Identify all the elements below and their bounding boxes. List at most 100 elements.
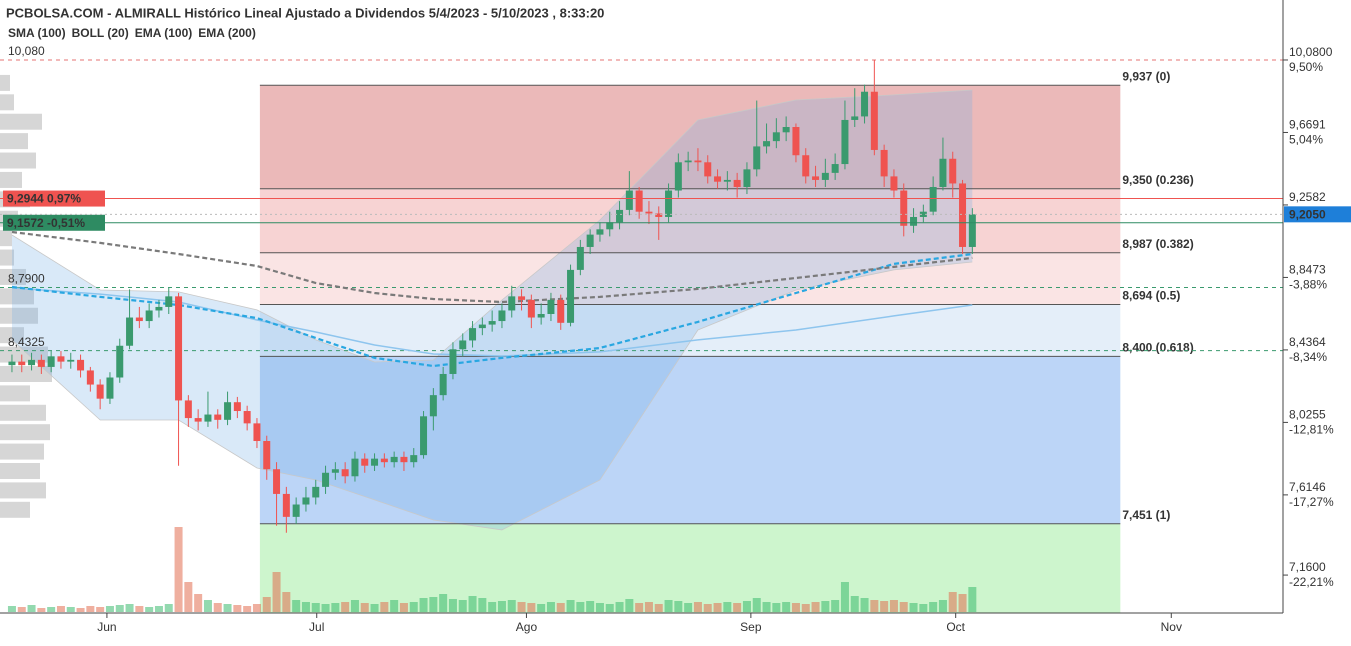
volume-bar [517, 602, 526, 612]
volume-bar [674, 601, 683, 612]
candle-body [841, 119, 849, 165]
fib-zone [259, 188, 1121, 253]
candle-body [968, 214, 976, 247]
volume-bar [860, 598, 869, 612]
legend-entry: SMA (100) [8, 26, 66, 40]
y-tick-label: 8,4364 [1289, 335, 1326, 349]
candle-body [694, 160, 702, 163]
volume-bar [821, 601, 830, 612]
candle-body [155, 306, 163, 311]
candle-body [331, 469, 339, 473]
candle-body [351, 458, 359, 477]
volume-profile-bar [0, 424, 50, 441]
candle-body [233, 402, 241, 412]
volume-bar [684, 603, 693, 612]
candle-body [86, 370, 94, 385]
candle-body [919, 211, 927, 217]
candle-body [224, 402, 232, 420]
candle-body [282, 493, 290, 517]
volume-profile-bar [0, 482, 46, 499]
volume-bar [331, 603, 340, 612]
volume-bar [429, 597, 438, 612]
volume-bar [595, 603, 604, 612]
volume-bar [968, 587, 977, 612]
volume-bar [458, 600, 467, 612]
volume-bar [409, 602, 418, 612]
volume-bar [360, 603, 369, 612]
fib-zone [259, 304, 1121, 357]
candle-body [743, 169, 751, 187]
volume-bar [125, 604, 134, 612]
volume-bar [889, 600, 898, 612]
candle-body [831, 164, 839, 173]
candle-body [361, 458, 369, 466]
candle-body [645, 211, 653, 214]
candle-body [753, 146, 761, 170]
candle-body [870, 91, 878, 150]
volume-bar [556, 603, 565, 612]
x-tick-label: Nov [1161, 620, 1182, 634]
price-tag [1284, 206, 1351, 223]
candle-body [567, 269, 575, 323]
candle-body [488, 321, 496, 325]
volume-profile-bar [0, 501, 30, 518]
candle-body [851, 116, 859, 120]
candle-body [322, 472, 330, 487]
y-tick-label: 8,8473 [1289, 263, 1326, 277]
volume-bar [742, 601, 751, 612]
volume-profile-bar [0, 404, 46, 421]
volume-bar [252, 604, 261, 612]
fib-zone [259, 356, 1121, 524]
volume-bar [752, 598, 761, 612]
candle-body [253, 423, 261, 442]
price-tag-label: 9,2050 [1289, 208, 1326, 222]
candle-body [939, 158, 947, 187]
volume-bar [56, 606, 65, 612]
volume-bar [439, 594, 448, 612]
candle-body [126, 317, 134, 346]
volume-bar [321, 604, 330, 612]
volume-bar [870, 600, 879, 612]
candle-body [243, 411, 251, 424]
volume-bar [850, 596, 859, 612]
volume-bar [586, 601, 595, 612]
indicator-line [11, 230, 973, 304]
volume-bar [86, 606, 95, 612]
x-tick-label: Jun [97, 620, 116, 634]
volume-bar [527, 603, 536, 612]
volume-bar [370, 604, 379, 612]
candle-body [439, 373, 447, 396]
candle-body [880, 149, 888, 177]
candle-body [665, 190, 673, 217]
bollinger-band [12, 90, 973, 530]
candle-body [380, 458, 388, 463]
indicator-line [11, 252, 973, 368]
volume-bar [880, 601, 889, 612]
volume-bar [546, 602, 555, 612]
candle-body [214, 414, 222, 420]
volume-bar [7, 606, 16, 612]
candle-body [263, 441, 271, 470]
candle-body [714, 176, 722, 182]
y-tick-pct: -17,27% [1289, 495, 1334, 509]
candle-body [429, 395, 437, 417]
volume-bar [576, 602, 585, 612]
candle-body [518, 296, 526, 300]
volume-bar [174, 527, 183, 612]
volume-bar [782, 602, 791, 612]
fib-label: 9,350 (0.236) [1122, 173, 1193, 187]
volume-bar [164, 604, 173, 612]
x-tick-label: Ago [516, 620, 538, 634]
reference-label: 8,4325 [8, 335, 45, 349]
y-tick-pct: -22,21% [1289, 575, 1334, 589]
candle-body [900, 190, 908, 226]
candle-body [116, 345, 124, 378]
volume-profile-bar [0, 307, 38, 324]
fib-zone [259, 252, 1121, 305]
volume-profile-bar [0, 365, 52, 382]
volume-bar [390, 600, 399, 612]
volume-bar [507, 600, 516, 612]
candle-body [96, 384, 104, 399]
volume-bar [311, 603, 320, 612]
price-tag-label: 9,2944 0,97% [7, 192, 81, 206]
